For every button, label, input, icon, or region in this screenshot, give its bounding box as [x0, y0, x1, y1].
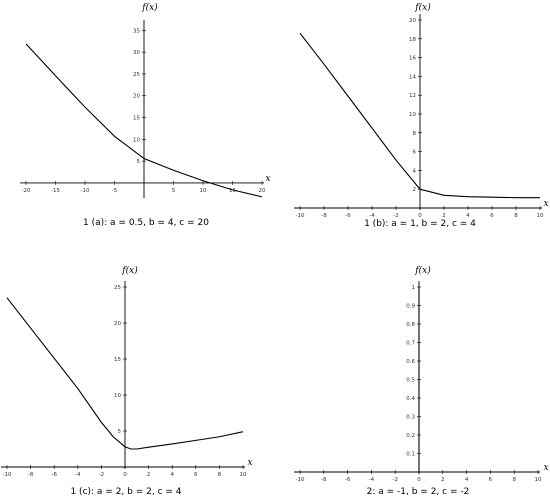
- x-tick-label: 6: [490, 213, 494, 219]
- y-tick-label: 18: [409, 37, 416, 43]
- x-tick-label: 6: [489, 477, 493, 483]
- chart-caption: 1 (b): a = 1, b = 2, c = 4: [364, 219, 476, 229]
- y-tick-label: 20: [133, 94, 140, 100]
- x-tick-label: -4: [369, 213, 375, 219]
- x-tick-label: 8: [218, 472, 222, 478]
- y-tick-label: 10: [409, 112, 416, 118]
- x-tick-label: -20: [22, 188, 31, 194]
- x-tick-label: -2: [99, 472, 104, 478]
- x-tick-label: -6: [51, 472, 57, 478]
- y-tick-label: 0.8: [406, 322, 415, 328]
- y-tick-label: 12: [409, 93, 416, 99]
- x-tick-label: -6: [345, 213, 351, 219]
- y-tick-label: 10: [114, 393, 121, 399]
- x-tick-label: 4: [466, 213, 470, 219]
- y-tick-label: 6: [413, 150, 417, 156]
- x-tick-label: 0: [417, 477, 421, 483]
- y-tick-label: 0.6: [406, 359, 415, 365]
- x-tick-label: 2: [441, 477, 445, 483]
- x-tick-label: -8: [321, 477, 327, 483]
- y-tick-label: 20: [409, 18, 416, 24]
- y-tick-label: 0.4: [406, 396, 415, 402]
- series-line: [25, 43, 263, 198]
- x-tick-label: 10: [200, 188, 207, 194]
- x-axis-title: x: [543, 463, 548, 473]
- y-tick-label: 15: [133, 116, 140, 122]
- y-tick-label: 14: [409, 74, 416, 80]
- chart-caption: 1 (c): a = 2, b = 2, c = 4: [70, 487, 181, 497]
- y-tick-label: 0.2: [406, 433, 415, 439]
- chart-caption: 2: a = -1, b = 2, c = -2: [367, 487, 470, 497]
- y-tick-label: 1: [412, 285, 416, 291]
- chart-panel-2: -10 -8 -6 -4 -2 0 2 4 6 8 10 0.1 0.2 0.3 0.4 0.5 0.6 0.7 0…: [294, 265, 549, 497]
- y-tick-label: 0.9: [406, 304, 415, 310]
- y-tick-label: 5: [137, 159, 141, 165]
- x-tick-label: -15: [51, 188, 60, 194]
- y-axis-title: f(x): [414, 2, 431, 13]
- x-axis-title: x: [543, 199, 548, 209]
- y-tick-label: 0.1: [406, 452, 415, 458]
- y-tick-label: 16: [409, 56, 416, 62]
- x-tick-label: -6: [345, 477, 351, 483]
- y-tick-label: 0.5: [406, 378, 415, 384]
- x-tick-label: 4: [465, 477, 469, 483]
- chart-panel-1a: -20 -15 -10 -5 5 10 15 20 5 10 15 20 25 30 35 x f(x) 1 (a…: [20, 2, 271, 228]
- x-tick-label: 10: [537, 213, 544, 219]
- x-axis-title: x: [265, 174, 270, 184]
- x-tick-label: 2: [147, 472, 151, 478]
- x-axis-title: x: [247, 458, 252, 468]
- y-tick-label: 5: [118, 429, 122, 435]
- series-line: [6, 297, 244, 450]
- y-tick-label: 10: [133, 137, 140, 143]
- x-tick-label: -4: [75, 472, 81, 478]
- series-line: [299, 32, 540, 199]
- x-tick-label: 10: [240, 472, 247, 478]
- y-axis-title: f(x): [121, 265, 138, 276]
- x-tick-label: -10: [81, 188, 90, 194]
- x-tick-label: 15: [229, 188, 236, 194]
- chart-panel-1c: -10 -8 -6 -4 -2 0 2 4 6 8 10 5 10 15 20 25 x f(x) 1 (c): a…: [1, 265, 253, 497]
- x-tick-label: 8: [512, 477, 516, 483]
- y-tick-label: 0.3: [406, 415, 415, 421]
- x-tick-label: 0: [418, 213, 422, 219]
- y-tick-label: 2: [413, 187, 417, 193]
- y-axis-title: f(x): [141, 2, 158, 13]
- x-tick-label: -10: [3, 472, 12, 478]
- y-tick-label: 35: [133, 28, 140, 34]
- y-tick-label: 25: [114, 285, 121, 291]
- chart-panel-1b: -10 -8 -6 -4 -2 0 2 4 6 8 10 2 4 6 8 10 12 14 16 18 20 x f(x) 1…: [294, 2, 549, 229]
- y-tick-label: 4: [413, 168, 417, 174]
- x-tick-label: -4: [369, 477, 375, 483]
- x-tick-label: 10: [535, 477, 542, 483]
- x-tick-label: -2: [392, 477, 397, 483]
- x-tick-label: -8: [28, 472, 34, 478]
- y-tick-label: 0.7: [406, 341, 415, 347]
- y-tick-label: 20: [114, 321, 121, 327]
- x-tick-label: 0: [123, 472, 127, 478]
- chart-caption: 1 (a): a = 0.5, b = 4, c = 20: [83, 218, 209, 228]
- x-tick-label: -2: [393, 213, 398, 219]
- x-tick-label: -8: [321, 213, 327, 219]
- x-tick-label: -10: [296, 477, 305, 483]
- x-tick-label: 20: [259, 188, 266, 194]
- y-axis-title: f(x): [414, 265, 431, 276]
- x-tick-label: -10: [296, 213, 305, 219]
- y-tick-label: 15: [114, 357, 121, 363]
- x-tick-label: 6: [194, 472, 198, 478]
- y-tick-label: 30: [133, 50, 140, 56]
- x-tick-label: -5: [112, 188, 118, 194]
- y-tick-label: 25: [133, 72, 140, 78]
- x-tick-label: 4: [170, 472, 174, 478]
- x-tick-label: 2: [442, 213, 446, 219]
- y-tick-label: 8: [413, 131, 417, 137]
- x-tick-label: 5: [172, 188, 176, 194]
- x-tick-label: 8: [514, 213, 518, 219]
